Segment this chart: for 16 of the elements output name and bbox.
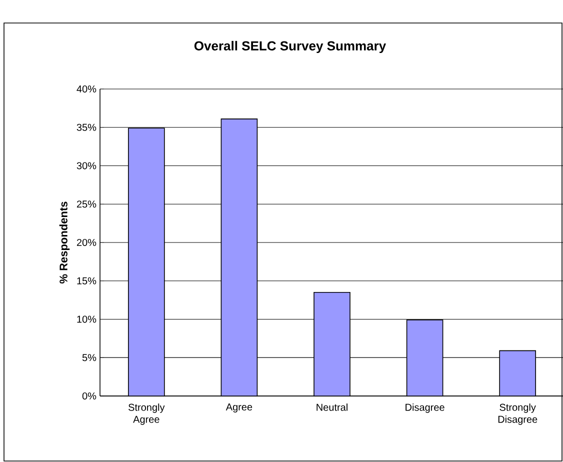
y-tick-label: 15% [77, 277, 96, 284]
y-tick-label: 35% [76, 124, 96, 131]
y-tick-label: 10% [77, 316, 96, 323]
x-tick-label: Neutral [316, 404, 348, 411]
y-axis-title: % Respondents [59, 202, 70, 284]
y-tick-label: 20% [76, 238, 96, 246]
y-tick-label: 25% [76, 200, 96, 208]
y-tick-label: 40% [76, 85, 96, 93]
x-tick-label: Strongly Disagree [498, 404, 538, 425]
x-tick-label: Strongly Agree [128, 404, 165, 425]
x-tick-label: Agree [226, 404, 252, 412]
chart-title: Overall SELC Survey Summary [194, 40, 386, 54]
x-tick-label: Disagree [406, 404, 444, 413]
y-tick-label: 5% [82, 354, 96, 362]
y-tick-label: 30% [76, 162, 96, 170]
y-tick-label: 0% [82, 392, 96, 400]
